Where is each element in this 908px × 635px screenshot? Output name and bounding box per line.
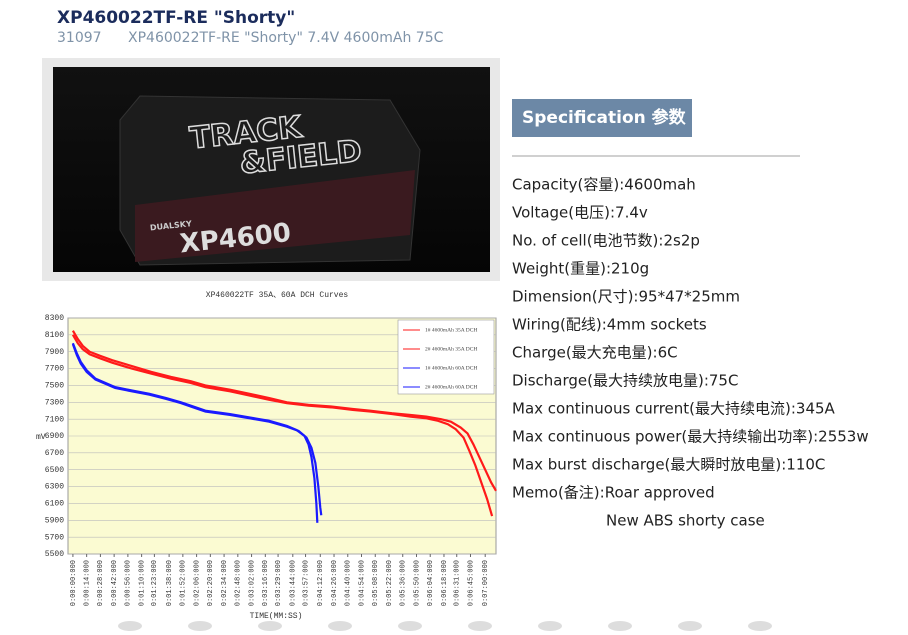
spec-item: Weight(重量):210g bbox=[512, 260, 649, 278]
y-tick-label: 6100 bbox=[45, 500, 64, 509]
x-tick-label: 0:04:26:000 bbox=[331, 560, 339, 606]
spec-item: Max continuous current(最大持续电流):345A bbox=[512, 400, 836, 418]
legend-label: 1# 4600mAh 35A DCH bbox=[425, 327, 477, 333]
x-tick-label: 0:04:40:000 bbox=[345, 560, 353, 606]
legend-label: 2# 4600mAh 60A DCH bbox=[425, 384, 477, 390]
y-tick-label: 7100 bbox=[45, 415, 64, 424]
x-tick-label: 0:04:12:000 bbox=[317, 560, 325, 606]
spec-item: Capacity(容量):4600mah bbox=[512, 176, 696, 194]
y-axis-label: mV bbox=[36, 433, 46, 442]
x-tick-label: 0:06:04:000 bbox=[427, 560, 435, 606]
x-tick-label: 0:06:18:000 bbox=[441, 560, 449, 606]
legend-label: 2# 4600mAh 35A DCH bbox=[425, 346, 477, 352]
x-tick-label: 0:01:38:000 bbox=[166, 560, 174, 606]
x-tick-label: 0:01:23:000 bbox=[151, 560, 159, 606]
x-tick-label: 0:03:29:000 bbox=[275, 560, 283, 606]
y-tick-label: 8100 bbox=[45, 331, 64, 340]
spec-list: Capacity(容量):4600mah Voltage(电压):7.4v No. … bbox=[512, 176, 869, 502]
spec-heading: Specification 参数 bbox=[522, 107, 687, 128]
y-tick-label: 7500 bbox=[45, 382, 64, 391]
discharge-chart: XP460022TF 35A、60A DCH Curves mV TIME(MM… bbox=[36, 291, 497, 621]
x-tick-label: 0:03:57:000 bbox=[302, 560, 310, 606]
x-tick-label: 0:07:00:000 bbox=[482, 560, 490, 606]
product-subtitle: XP460022TF-RE "Shorty" 7.4V 4600mAh 75C bbox=[128, 30, 444, 46]
chart-title: XP460022TF 35A、60A DCH Curves bbox=[206, 291, 349, 300]
spec-item: Discharge(最大持续放电量):75C bbox=[512, 372, 738, 390]
y-tick-label: 7300 bbox=[45, 398, 64, 407]
spec-item: Memo(备注):Roar approved bbox=[512, 484, 715, 502]
x-tick-label: 0:00:14:000 bbox=[83, 560, 91, 606]
x-tick-label: 0:01:52:000 bbox=[180, 560, 188, 606]
x-tick-label: 0:02:34:000 bbox=[221, 560, 229, 606]
spec-item: Charge(最大充电量):6C bbox=[512, 344, 678, 362]
y-tick-label: 6700 bbox=[45, 449, 64, 458]
data-line bbox=[71, 334, 494, 517]
spec-item: Voltage(电压):7.4v bbox=[512, 204, 648, 222]
x-tick-label: 0:00:00:000 bbox=[70, 560, 78, 606]
battery-label bbox=[135, 170, 415, 262]
spec-heading-box bbox=[512, 99, 692, 137]
x-tick-label: 0:05:08:000 bbox=[372, 560, 380, 606]
spec-item: Wiring(配线):4mm sockets bbox=[512, 316, 707, 334]
x-tick-label: 0:05:22:000 bbox=[386, 560, 394, 606]
image-text: DUALSKY bbox=[150, 219, 193, 232]
x-tick-label: 0:00:42:000 bbox=[111, 560, 119, 606]
y-tick-label: 7700 bbox=[45, 365, 64, 374]
y-tick-label: 6500 bbox=[45, 466, 64, 475]
legend-label: 1# 4600mAh 60A DCH bbox=[425, 365, 477, 371]
spec-item: Max burst discharge(最大瞬时放电量):110C bbox=[512, 456, 825, 474]
data-line bbox=[71, 343, 323, 516]
y-tick-label: 5900 bbox=[45, 516, 64, 525]
x-tick-label: 0:03:02:000 bbox=[248, 560, 256, 606]
spec-note: New ABS shorty case bbox=[606, 512, 765, 530]
y-tick-label: 6300 bbox=[45, 483, 64, 492]
y-tick-label: 7900 bbox=[45, 348, 64, 357]
product-title: XP460022TF-RE "Shorty" bbox=[57, 8, 295, 28]
x-tick-label: 0:02:48:000 bbox=[235, 560, 243, 606]
y-tick-label: 5500 bbox=[45, 550, 64, 559]
x-tick-label: 0:02:20:000 bbox=[207, 560, 215, 606]
x-tick-label: 0:03:16:000 bbox=[262, 560, 270, 606]
spec-item: Max continuous power(最大持续输出功率):2553w bbox=[512, 428, 869, 446]
x-axis-label: TIME(MM:SS) bbox=[250, 612, 303, 621]
x-tick-label: 0:00:28:000 bbox=[97, 560, 105, 606]
product-code: 31097 bbox=[57, 30, 102, 46]
x-tick-label: 0:00:56:000 bbox=[125, 560, 133, 606]
y-tick-label: 6900 bbox=[45, 432, 64, 441]
legend-box bbox=[397, 319, 495, 395]
x-tick-label: 0:06:31:000 bbox=[454, 560, 462, 606]
x-tick-label: 0:06:45:000 bbox=[467, 560, 475, 606]
x-tick-label: 0:02:06:000 bbox=[193, 560, 201, 606]
x-tick-label: 0:05:36:000 bbox=[400, 560, 408, 606]
x-tick-label: 0:05:50:000 bbox=[413, 560, 421, 606]
y-tick-label: 8300 bbox=[45, 314, 64, 323]
spec-item: Dimension(尺寸):95*47*25mm bbox=[512, 288, 740, 306]
spec-item: No. of cell(电池节数):2s2p bbox=[512, 232, 700, 250]
x-tick-label: 0:04:54:000 bbox=[358, 560, 366, 606]
footer-decoration bbox=[118, 621, 772, 631]
y-tick-label: 5700 bbox=[45, 533, 64, 542]
x-tick-label: 0:01:10:000 bbox=[138, 560, 146, 606]
product-image: TRACK &FIELD DUALSKY XP4600 bbox=[42, 58, 500, 281]
x-tick-label: 0:03:44:000 bbox=[290, 560, 298, 606]
